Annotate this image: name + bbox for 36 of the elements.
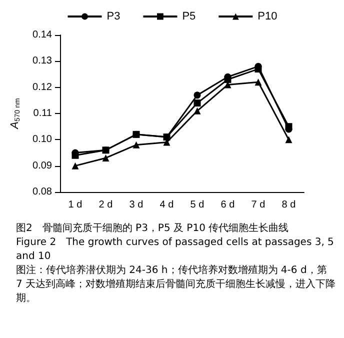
legend-label: P10 [258,10,278,22]
point [224,76,232,83]
text: 图注：传代培养潜伏期为 24-36 h；传代培养对数增殖期为 4-6 d，第 7 天达到高峰；对数增殖期结束后骨髓间充质干细胞生长减慢，进入下降期。 [16,264,336,306]
x-tick-label: 7 d [251,200,266,210]
point [254,66,262,73]
point [285,136,292,144]
point [132,130,140,138]
y-tick-label: 0.10 [32,134,52,146]
point [132,141,140,148]
x-tick-label: 3 d [129,200,144,210]
y-tick-label: 0.11 [33,108,52,119]
point [194,107,201,114]
x-tick-label: 2 d [98,200,113,210]
point [163,134,170,141]
point [72,162,79,170]
point [285,123,292,130]
point [254,78,262,86]
legend-label: P5 [182,10,196,22]
x-tick-label: 1 d [68,200,82,210]
caption: Figure 2 The growth curves of passaged cells at passages 3, 5 and 10 [16,236,335,264]
x-tick-label: 5 d [190,200,204,210]
x-tick-label: 8 d [282,200,296,210]
point [194,92,201,99]
y-tick-label: 0.12 [32,82,52,93]
y-tick-label: 0.08 [32,186,52,198]
caption: 图2 骨髓间充质干细胞的 P3，P5 及 P10 传代细胞生长曲线 [16,222,290,236]
y-tick-label: 0.13 [32,56,52,67]
point [102,154,110,162]
x-tick-label: 4 d [160,200,174,210]
y-tick-label: 0.14 [32,30,52,40]
point [72,152,79,159]
point [194,100,201,107]
x-tick-label: 6 d [220,200,235,210]
legend-label: P3 [106,10,120,22]
point [102,146,110,154]
y-tick-label: 0.09 [32,160,52,172]
